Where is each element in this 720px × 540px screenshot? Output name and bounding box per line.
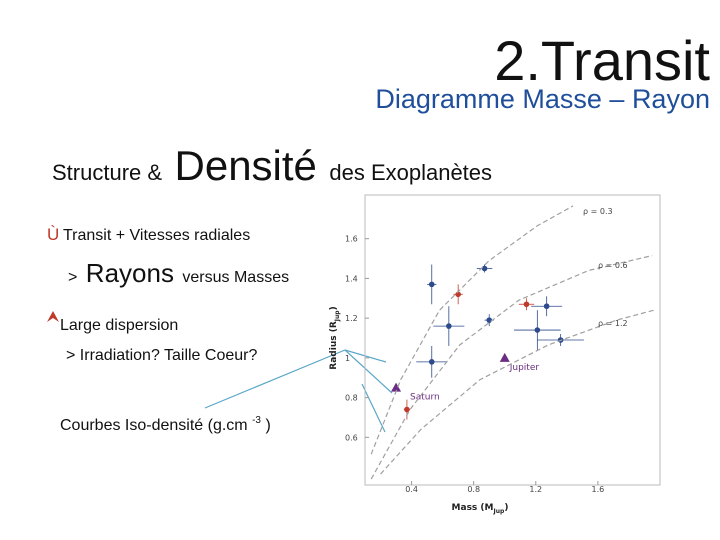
iso-density-curve [370,254,653,480]
iso-density-curve [370,205,574,455]
curve-label: ρ = 0.3 [583,207,613,216]
x-label-part: ) [504,503,508,513]
y-axis-label: Radius (RJup) [329,306,341,369]
pointer-lines [204,349,393,433]
x-axis-label: Mass (MJup) [452,503,509,515]
y-label-part: ) [329,306,339,310]
heading-part: Structure & [52,160,162,185]
x-tick-label: 1.2 [529,485,542,494]
y-tick-label: 1.6 [345,235,358,244]
note-part: -3 [252,415,261,426]
y-label-part: Radius (R [329,321,339,370]
pointer-line [204,349,346,409]
iso-density-curve [380,309,654,475]
y-tick-label: 1 [345,354,350,363]
x-tick-label: 1.6 [592,485,605,494]
curve-label: ρ = 0.6 [598,261,628,270]
note: Courbes Iso-densité (g.cm -3 ) [60,410,271,434]
bullet-marker [47,311,59,322]
curve-label: ρ = 1.2 [598,319,628,328]
x-label-part: Mass (M [452,503,494,513]
planet-label: Jupiter [509,363,540,373]
slide-subtitle: Diagramme Masse – Rayon [375,84,710,114]
chart: Mass (MJup) Radius (RJup) 0.4 0.8 1.2 1.60.… [329,194,661,515]
y-tick-label: 0.6 [345,433,358,442]
data-point [523,301,530,308]
data-point [543,303,550,310]
x-tick-label: 0.8 [467,485,480,494]
data-point [446,323,452,329]
data-point [534,327,541,333]
data-point [428,359,435,365]
y-label-part: Jup [334,310,341,323]
bullet-text: Transit + Vitesses radiales [63,227,250,244]
planet-label: Saturn [410,393,440,403]
x-label-part: Jup [493,508,506,515]
note-part: Courbes Iso-densité (g.cm [60,417,248,434]
heading: Structure & Densité des Exoplanètes [52,142,492,189]
y-tick-label: 0.8 [345,394,358,403]
pointer-line [361,383,386,433]
note-part: ) [265,417,270,434]
data-point [404,406,410,413]
slide-title: 2.Transit [494,29,710,92]
planet-marker [499,352,510,362]
bullet-text: > Irradiation? Taille Coeur? [66,347,257,364]
y-tick-label: 1.4 [345,274,358,283]
bullet-part: > [68,269,77,286]
bullet-part: Rayons [86,258,174,288]
planet-marker [391,382,402,392]
bullet-text: > Rayons versus Masses [68,258,289,288]
pointer-line [344,349,393,394]
heading-part: des Exoplanètes [329,160,492,185]
data-point [486,317,493,323]
bullet-part: versus Masses [182,269,289,286]
y-tick-label: 1.2 [345,314,358,323]
heading-part: Densité [175,142,317,189]
bullet-marker: Ù [47,225,59,244]
plot-frame [364,194,661,486]
data-point [428,281,435,288]
bullet-text: Large dispersion [60,317,178,334]
data-point [481,265,488,272]
x-tick-label: 0.4 [405,485,418,494]
